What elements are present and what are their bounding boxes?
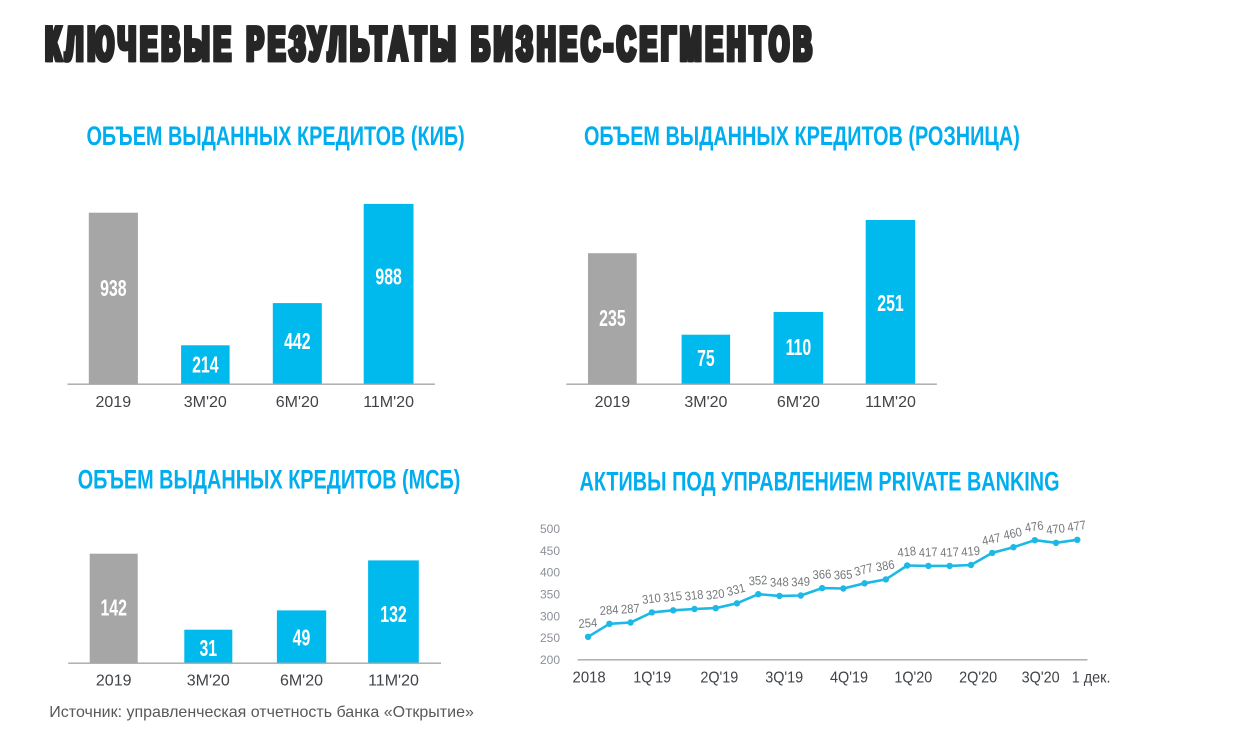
svg-text:349: 349 [791, 574, 811, 589]
svg-text:476: 476 [1024, 518, 1045, 536]
svg-text:320: 320 [705, 586, 726, 603]
svg-text:132: 132 [380, 602, 406, 628]
svg-text:ОБЪЕМ ВЫДАННЫХ КРЕДИТОВ (МСБ): ОБЪЕМ ВЫДАННЫХ КРЕДИТОВ (МСБ) [78, 466, 461, 496]
svg-text:348: 348 [770, 575, 790, 590]
svg-text:6M'20: 6M'20 [777, 394, 820, 411]
svg-text:КЛЮЧЕВЫЕ РЕЗУЛЬТАТЫ БИЗНЕС-СЕГ: КЛЮЧЕВЫЕ РЕЗУЛЬТАТЫ БИЗНЕС-СЕГМЕНТОВ [46, 18, 817, 70]
svg-text:75: 75 [697, 346, 715, 372]
svg-text:1Q'19: 1Q'19 [633, 669, 671, 687]
svg-text:КЛЮЧЕВЫЕ РЕЗУЛЬТАТЫ БИЗНЕС-СЕГ: КЛЮЧЕВЫЕ РЕЗУЛЬТАТЫ БИЗНЕС-СЕГМЕНТОВ [45, 18, 816, 70]
svg-text:6M'20: 6M'20 [276, 394, 319, 411]
svg-text:1Q'20: 1Q'20 [894, 669, 932, 687]
svg-text:418: 418 [897, 543, 918, 560]
svg-text:254: 254 [578, 615, 598, 631]
svg-text:110: 110 [786, 335, 812, 361]
svg-text:2018: 2018 [573, 669, 606, 687]
svg-text:Источник: управленческая отчет: Источник: управленческая отчетность банк… [49, 704, 474, 721]
svg-text:251: 251 [877, 291, 903, 317]
svg-text:352: 352 [748, 573, 768, 589]
svg-text:4Q'19: 4Q'19 [830, 669, 868, 687]
svg-text:417: 417 [940, 544, 960, 560]
svg-text:470: 470 [1045, 521, 1066, 538]
svg-text:287: 287 [620, 601, 640, 617]
svg-text:3M'20: 3M'20 [184, 394, 227, 411]
svg-text:450: 450 [540, 544, 560, 558]
svg-text:365: 365 [833, 567, 853, 583]
svg-text:284: 284 [599, 602, 619, 618]
svg-text:400: 400 [540, 566, 560, 580]
svg-text:КЛЮЧЕВЫЕ РЕЗУЛЬТАТЫ БИЗНЕС-СЕГ: КЛЮЧЕВЫЕ РЕЗУЛЬТАТЫ БИЗНЕС-СЕГМЕНТОВ [46, 18, 817, 70]
svg-text:366: 366 [812, 567, 832, 583]
svg-text:3Q'19: 3Q'19 [765, 669, 803, 687]
svg-text:31: 31 [199, 636, 217, 662]
svg-text:142: 142 [100, 596, 126, 622]
svg-text:6M'20: 6M'20 [280, 673, 323, 690]
svg-text:ОБЪЕМ ВЫДАННЫХ КРЕДИТОВ (РОЗНИ: ОБЪЕМ ВЫДАННЫХ КРЕДИТОВ (РОЗНИЦА) [584, 122, 1020, 152]
svg-text:ОБЪЕМ ВЫДАННЫХ КРЕДИТОВ (КИБ): ОБЪЕМ ВЫДАННЫХ КРЕДИТОВ (КИБ) [87, 122, 465, 152]
svg-text:315: 315 [662, 588, 683, 605]
svg-text:350: 350 [540, 588, 560, 602]
svg-text:386: 386 [875, 557, 896, 575]
svg-text:АКТИВЫ ПОД УПРАВЛЕНИЕМ PRIVATE: АКТИВЫ ПОД УПРАВЛЕНИЕМ PRIVATE BANKING [580, 468, 1060, 498]
svg-text:3M'20: 3M'20 [684, 394, 727, 411]
svg-text:377: 377 [853, 560, 875, 579]
svg-text:11M'20: 11M'20 [363, 394, 414, 411]
svg-text:310: 310 [641, 590, 662, 607]
svg-text:235: 235 [599, 306, 625, 332]
svg-text:318: 318 [684, 587, 705, 604]
svg-text:11M'20: 11M'20 [865, 394, 916, 411]
svg-text:2019: 2019 [595, 394, 631, 411]
svg-text:1 дек.: 1 дек. [1072, 669, 1111, 687]
svg-text:214: 214 [192, 353, 218, 379]
svg-text:2Q'19: 2Q'19 [700, 669, 738, 687]
svg-text:250: 250 [540, 631, 560, 645]
svg-text:331: 331 [725, 580, 747, 599]
svg-text:2019: 2019 [96, 673, 132, 690]
svg-text:417: 417 [918, 544, 938, 560]
svg-text:447: 447 [981, 530, 1002, 548]
svg-text:2Q'20: 2Q'20 [959, 669, 997, 687]
svg-text:3M'20: 3M'20 [187, 673, 230, 690]
svg-text:477: 477 [1066, 517, 1087, 534]
svg-text:11M'20: 11M'20 [368, 673, 419, 690]
svg-text:442: 442 [284, 329, 310, 355]
svg-text:2019: 2019 [96, 394, 132, 411]
svg-text:300: 300 [540, 609, 560, 623]
svg-text:460: 460 [1002, 524, 1024, 542]
svg-text:49: 49 [293, 626, 311, 652]
svg-text:500: 500 [540, 522, 560, 536]
svg-text:419: 419 [961, 543, 981, 559]
svg-text:200: 200 [540, 653, 560, 667]
svg-text:938: 938 [100, 276, 126, 302]
svg-text:3Q'20: 3Q'20 [1022, 669, 1060, 687]
svg-text:988: 988 [375, 265, 401, 291]
